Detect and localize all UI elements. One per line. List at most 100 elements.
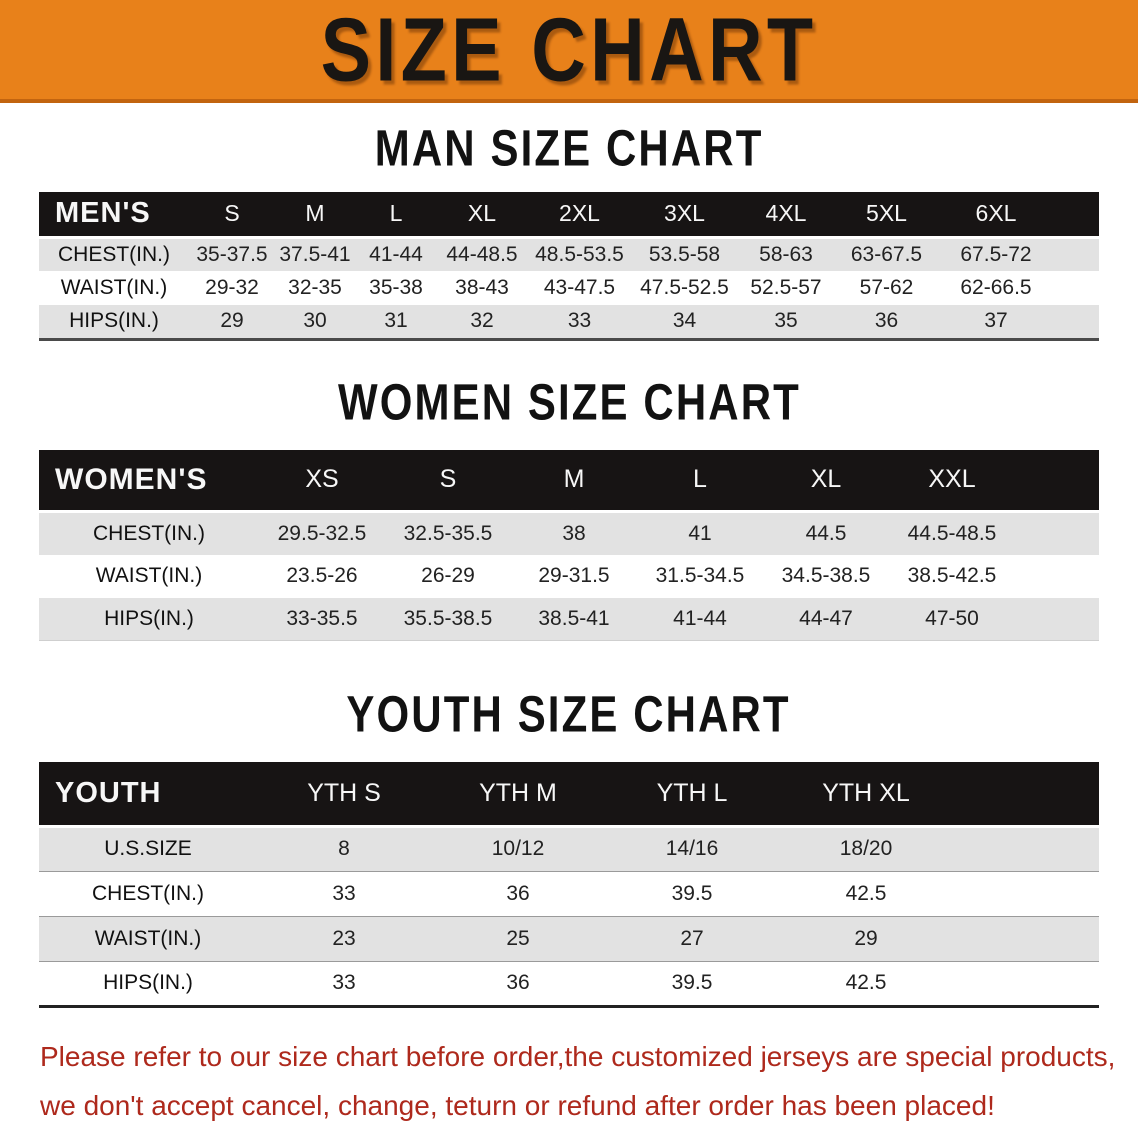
table-cell: 57-62 — [835, 271, 938, 305]
table-cell: 41-44 — [355, 237, 437, 271]
table-cell: 23.5-26 — [259, 554, 385, 598]
size-header-yth-m: YTH M — [431, 762, 605, 828]
size-header-xl: XL — [763, 449, 889, 513]
table-cell: 8 — [257, 825, 431, 871]
youth-hips-row: HIPS(IN.) 33 36 39.5 42.5 — [39, 960, 1099, 1006]
men-section-heading-text: MAN SIZE CHART — [374, 120, 764, 178]
womens-waist-row: WAIST(IN.) 23.5-26 26-29 29-31.5 31.5-34… — [39, 554, 1099, 598]
spacer-cell — [1015, 554, 1099, 598]
table-cell: 44-47 — [763, 597, 889, 641]
table-cell: 29 — [779, 915, 953, 961]
table-cell: 42.5 — [779, 960, 953, 1006]
womens-header-row: WOMEN'S XS S M L XL XXL — [39, 449, 1099, 513]
table-cell: 35.5-38.5 — [385, 597, 511, 641]
table-cell: 33 — [257, 960, 431, 1006]
table-cell: 67.5-72 — [938, 237, 1054, 271]
mens-size-table: MEN'S S M L XL 2XL 3XL 4XL 5XL 6XL CHEST… — [39, 192, 1099, 341]
row-label-hips: HIPS(IN.) — [39, 597, 259, 641]
women-section-heading-text: WOMEN SIZE CHART — [337, 374, 801, 431]
table-cell: 42.5 — [779, 870, 953, 916]
size-header-m: M — [275, 192, 355, 239]
table-cell: 33-35.5 — [259, 597, 385, 641]
table-cell: 41 — [637, 511, 763, 555]
mens-hips-row: HIPS(IN.) 29 30 31 32 33 34 35 36 37 — [39, 305, 1099, 339]
size-header-xxl: XXL — [889, 449, 1015, 513]
womens-hips-row: HIPS(IN.) 33-35.5 35.5-38.5 38.5-41 41-4… — [39, 597, 1099, 641]
row-label-chest: CHEST(IN.) — [39, 870, 257, 916]
table-cell: 48.5-53.5 — [527, 237, 632, 271]
banner-title: SIZE CHART — [320, 0, 818, 100]
size-header-s: S — [385, 449, 511, 513]
table-cell: 38-43 — [437, 271, 527, 305]
table-cell: 29-31.5 — [511, 554, 637, 598]
disclaimer-note: Please refer to our size chart before or… — [40, 1032, 1116, 1130]
spacer-cell — [1054, 237, 1099, 271]
table-cell: 52.5-57 — [737, 271, 835, 305]
table-cell: 29-32 — [189, 271, 275, 305]
table-cell: 35-37.5 — [189, 237, 275, 271]
size-header-l: L — [637, 449, 763, 513]
table-cell: 32 — [437, 305, 527, 339]
table-cell: 14/16 — [605, 825, 779, 871]
table-cell: 43-47.5 — [527, 271, 632, 305]
table-cell: 18/20 — [779, 825, 953, 871]
table-cell: 63-67.5 — [835, 237, 938, 271]
size-header-3xl: 3XL — [632, 192, 737, 239]
spacer-cell — [1015, 511, 1099, 555]
table-cell: 26-29 — [385, 554, 511, 598]
table-cell: 37.5-41 — [275, 237, 355, 271]
row-label-hips: HIPS(IN.) — [39, 305, 189, 339]
size-header-s: S — [189, 192, 275, 239]
table-cell: 44.5-48.5 — [889, 511, 1015, 555]
table-cell: 34 — [632, 305, 737, 339]
table-cell: 47-50 — [889, 597, 1015, 641]
womens-size-table: WOMEN'S XS S M L XL XXL CHEST(IN.) 29.5-… — [39, 449, 1099, 641]
table-cell: 25 — [431, 915, 605, 961]
table-cell: 32-35 — [275, 271, 355, 305]
row-label-hips: HIPS(IN.) — [39, 960, 257, 1006]
table-cell: 36 — [835, 305, 938, 339]
disclaimer-line-1: Please refer to our size chart before or… — [40, 1040, 1116, 1072]
spacer-cell — [953, 825, 1099, 871]
size-header-5xl: 5XL — [835, 192, 938, 239]
row-label-waist: WAIST(IN.) — [39, 915, 257, 961]
size-header-yth-s: YTH S — [257, 762, 431, 828]
table-cell: 33 — [527, 305, 632, 339]
table-cell: 58-63 — [737, 237, 835, 271]
table-cell: 39.5 — [605, 960, 779, 1006]
youth-section-heading-text: YOUTH SIZE CHART — [346, 686, 792, 744]
size-header-m: M — [511, 449, 637, 513]
table-cell: 38.5-42.5 — [889, 554, 1015, 598]
youth-chest-row: CHEST(IN.) 33 36 39.5 42.5 — [39, 870, 1099, 916]
youth-ussize-row: U.S.SIZE 8 10/12 14/16 18/20 — [39, 825, 1099, 871]
table-cell: 10/12 — [431, 825, 605, 871]
table-cell: 30 — [275, 305, 355, 339]
spacer-cell — [1054, 192, 1099, 239]
table-cell: 35-38 — [355, 271, 437, 305]
table-cell: 29.5-32.5 — [259, 511, 385, 555]
size-chart-banner: SIZE CHART — [0, 0, 1138, 103]
spacer-cell — [1015, 449, 1099, 513]
size-header-xs: XS — [259, 449, 385, 513]
spacer-cell — [953, 870, 1099, 916]
table-cell: 38 — [511, 511, 637, 555]
spacer-cell — [1054, 305, 1099, 339]
table-cell: 29 — [189, 305, 275, 339]
table-cell: 38.5-41 — [511, 597, 637, 641]
table-cell: 31.5-34.5 — [637, 554, 763, 598]
table-cell: 44-48.5 — [437, 237, 527, 271]
table-cell: 53.5-58 — [632, 237, 737, 271]
size-header-2xl: 2XL — [527, 192, 632, 239]
spacer-cell — [1054, 271, 1099, 305]
size-header-xl: XL — [437, 192, 527, 239]
youth-corner-label: YOUTH — [39, 762, 257, 828]
table-cell: 27 — [605, 915, 779, 961]
size-header-4xl: 4XL — [737, 192, 835, 239]
table-cell: 34.5-38.5 — [763, 554, 889, 598]
size-header-yth-l: YTH L — [605, 762, 779, 828]
size-header-l: L — [355, 192, 437, 239]
spacer-cell — [1015, 597, 1099, 641]
table-cell: 33 — [257, 870, 431, 916]
mens-chest-row: CHEST(IN.) 35-37.5 37.5-41 41-44 44-48.5… — [39, 237, 1099, 271]
table-cell: 36 — [431, 960, 605, 1006]
